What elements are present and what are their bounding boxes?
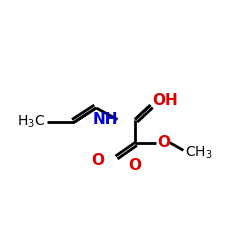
Text: NH: NH xyxy=(92,112,118,127)
Text: H$_3$C: H$_3$C xyxy=(17,114,45,130)
Text: CH$_3$: CH$_3$ xyxy=(185,144,213,161)
Text: OH: OH xyxy=(152,93,178,108)
Text: O: O xyxy=(128,158,141,173)
Text: O: O xyxy=(92,154,104,168)
Text: O: O xyxy=(157,134,170,150)
